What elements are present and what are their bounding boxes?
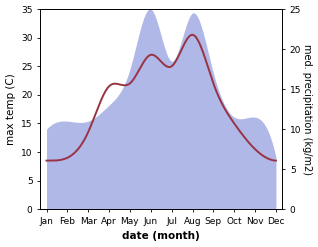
Y-axis label: med. precipitation (kg/m2): med. precipitation (kg/m2) [302,44,313,175]
X-axis label: date (month): date (month) [122,231,200,242]
Y-axis label: max temp (C): max temp (C) [5,73,16,145]
